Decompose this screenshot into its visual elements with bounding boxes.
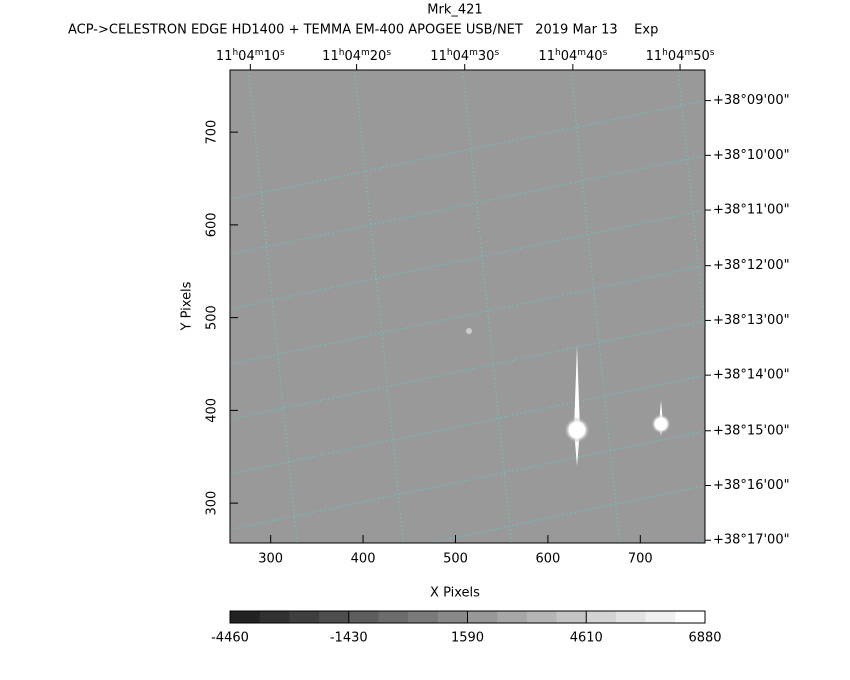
colorbar-cell	[645, 611, 676, 623]
colorbar-cell	[319, 611, 350, 623]
y2-tick-label: +38°13'00"	[713, 313, 790, 328]
y2-tick-label: +38°16'00"	[713, 478, 790, 493]
x-tick-label: 300	[258, 552, 283, 567]
y2-tick-label: +38°10'00"	[713, 148, 790, 163]
colorbar-cell	[556, 611, 587, 623]
colorbar-cell	[378, 611, 409, 623]
frame	[229, 69, 706, 544]
x2-tick-label: 11h04m50s	[646, 48, 715, 64]
y-axis-label: Y Pixels	[180, 281, 195, 331]
image	[230, 70, 705, 543]
x-axis-label: X Pixels	[430, 586, 480, 601]
y-tick-label: 600	[205, 212, 220, 237]
chart-title: Mrk_421	[427, 3, 482, 18]
y-tick-label: 700	[205, 120, 220, 145]
x-tick-label: 400	[351, 552, 376, 567]
y2-tick-label: +38°12'00"	[713, 258, 790, 273]
x2-tick-label: 11h04m40s	[538, 48, 607, 64]
chart-subtitle: ACP->CELESTRON EDGE HD1400 + TEMMA EM-40…	[68, 23, 658, 38]
y2-tick-label: +38°17'00"	[713, 533, 790, 548]
colorbar-cell	[259, 611, 290, 623]
stars	[466, 328, 671, 466]
colorbar-tick-label: -1430	[330, 631, 368, 646]
colorbar-tick-label: -4460	[211, 631, 249, 646]
x2-tick-label: 11h04m30s	[430, 48, 499, 64]
y2-tick-label: +38°14'00"	[713, 368, 790, 383]
x-tick-label: 700	[628, 552, 653, 567]
colorbar: -4460 -1430 1590 4610 6880	[211, 610, 722, 646]
y-tick-label: 300	[205, 491, 220, 516]
x-tick-label: 500	[443, 552, 468, 567]
colorbar-cell	[497, 611, 528, 623]
x-tick-label: 600	[535, 552, 560, 567]
colorbar-tick-label: 6880	[688, 631, 721, 646]
colorbar-cell	[586, 611, 617, 623]
colorbar-cell	[526, 611, 558, 623]
colorbar-cell	[467, 611, 498, 623]
colorbar-cell	[437, 611, 468, 623]
x2-tick-label: 11h04m10s	[216, 48, 285, 64]
y2-tick-label: +38°11'00"	[713, 203, 790, 218]
y2-tick-label: +38°09'00"	[713, 93, 790, 108]
colorbar-cell	[615, 611, 647, 623]
colorbar-cell	[408, 611, 439, 623]
colorbar-cell	[289, 611, 320, 623]
colorbar-cell	[230, 611, 261, 623]
colorbar-tick-label: 1590	[451, 631, 484, 646]
colorbar-cell	[675, 611, 706, 623]
colorbar-tick-label: 4610	[570, 631, 603, 646]
y2-tick-label: +38°15'00"	[713, 423, 790, 438]
y-tick-label: 500	[205, 305, 220, 330]
x2-tick-label: 11h04m20s	[322, 48, 391, 64]
y-tick-label: 400	[205, 398, 220, 423]
colorbar-cell	[348, 611, 379, 623]
